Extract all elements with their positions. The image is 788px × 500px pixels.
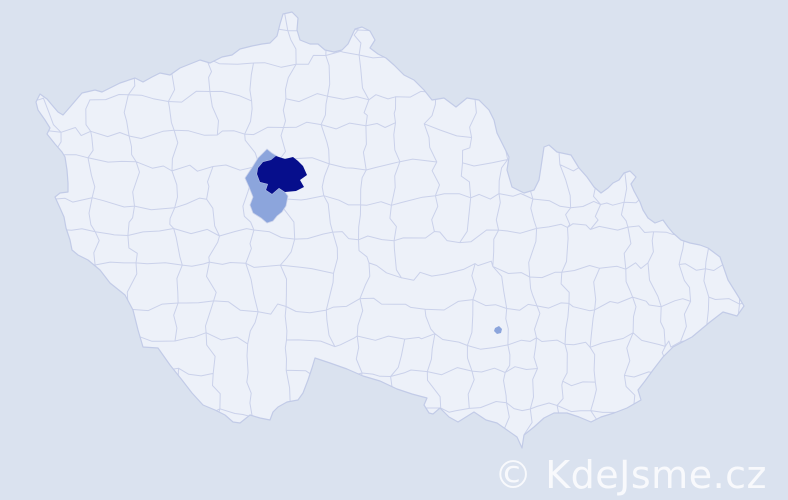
district-highlight-primary <box>257 156 307 194</box>
district-mesh <box>36 12 744 448</box>
district-highlight-speck <box>494 326 502 334</box>
watermark: © KdeJsme.cz <box>494 453 767 497</box>
country-outline <box>35 11 745 449</box>
